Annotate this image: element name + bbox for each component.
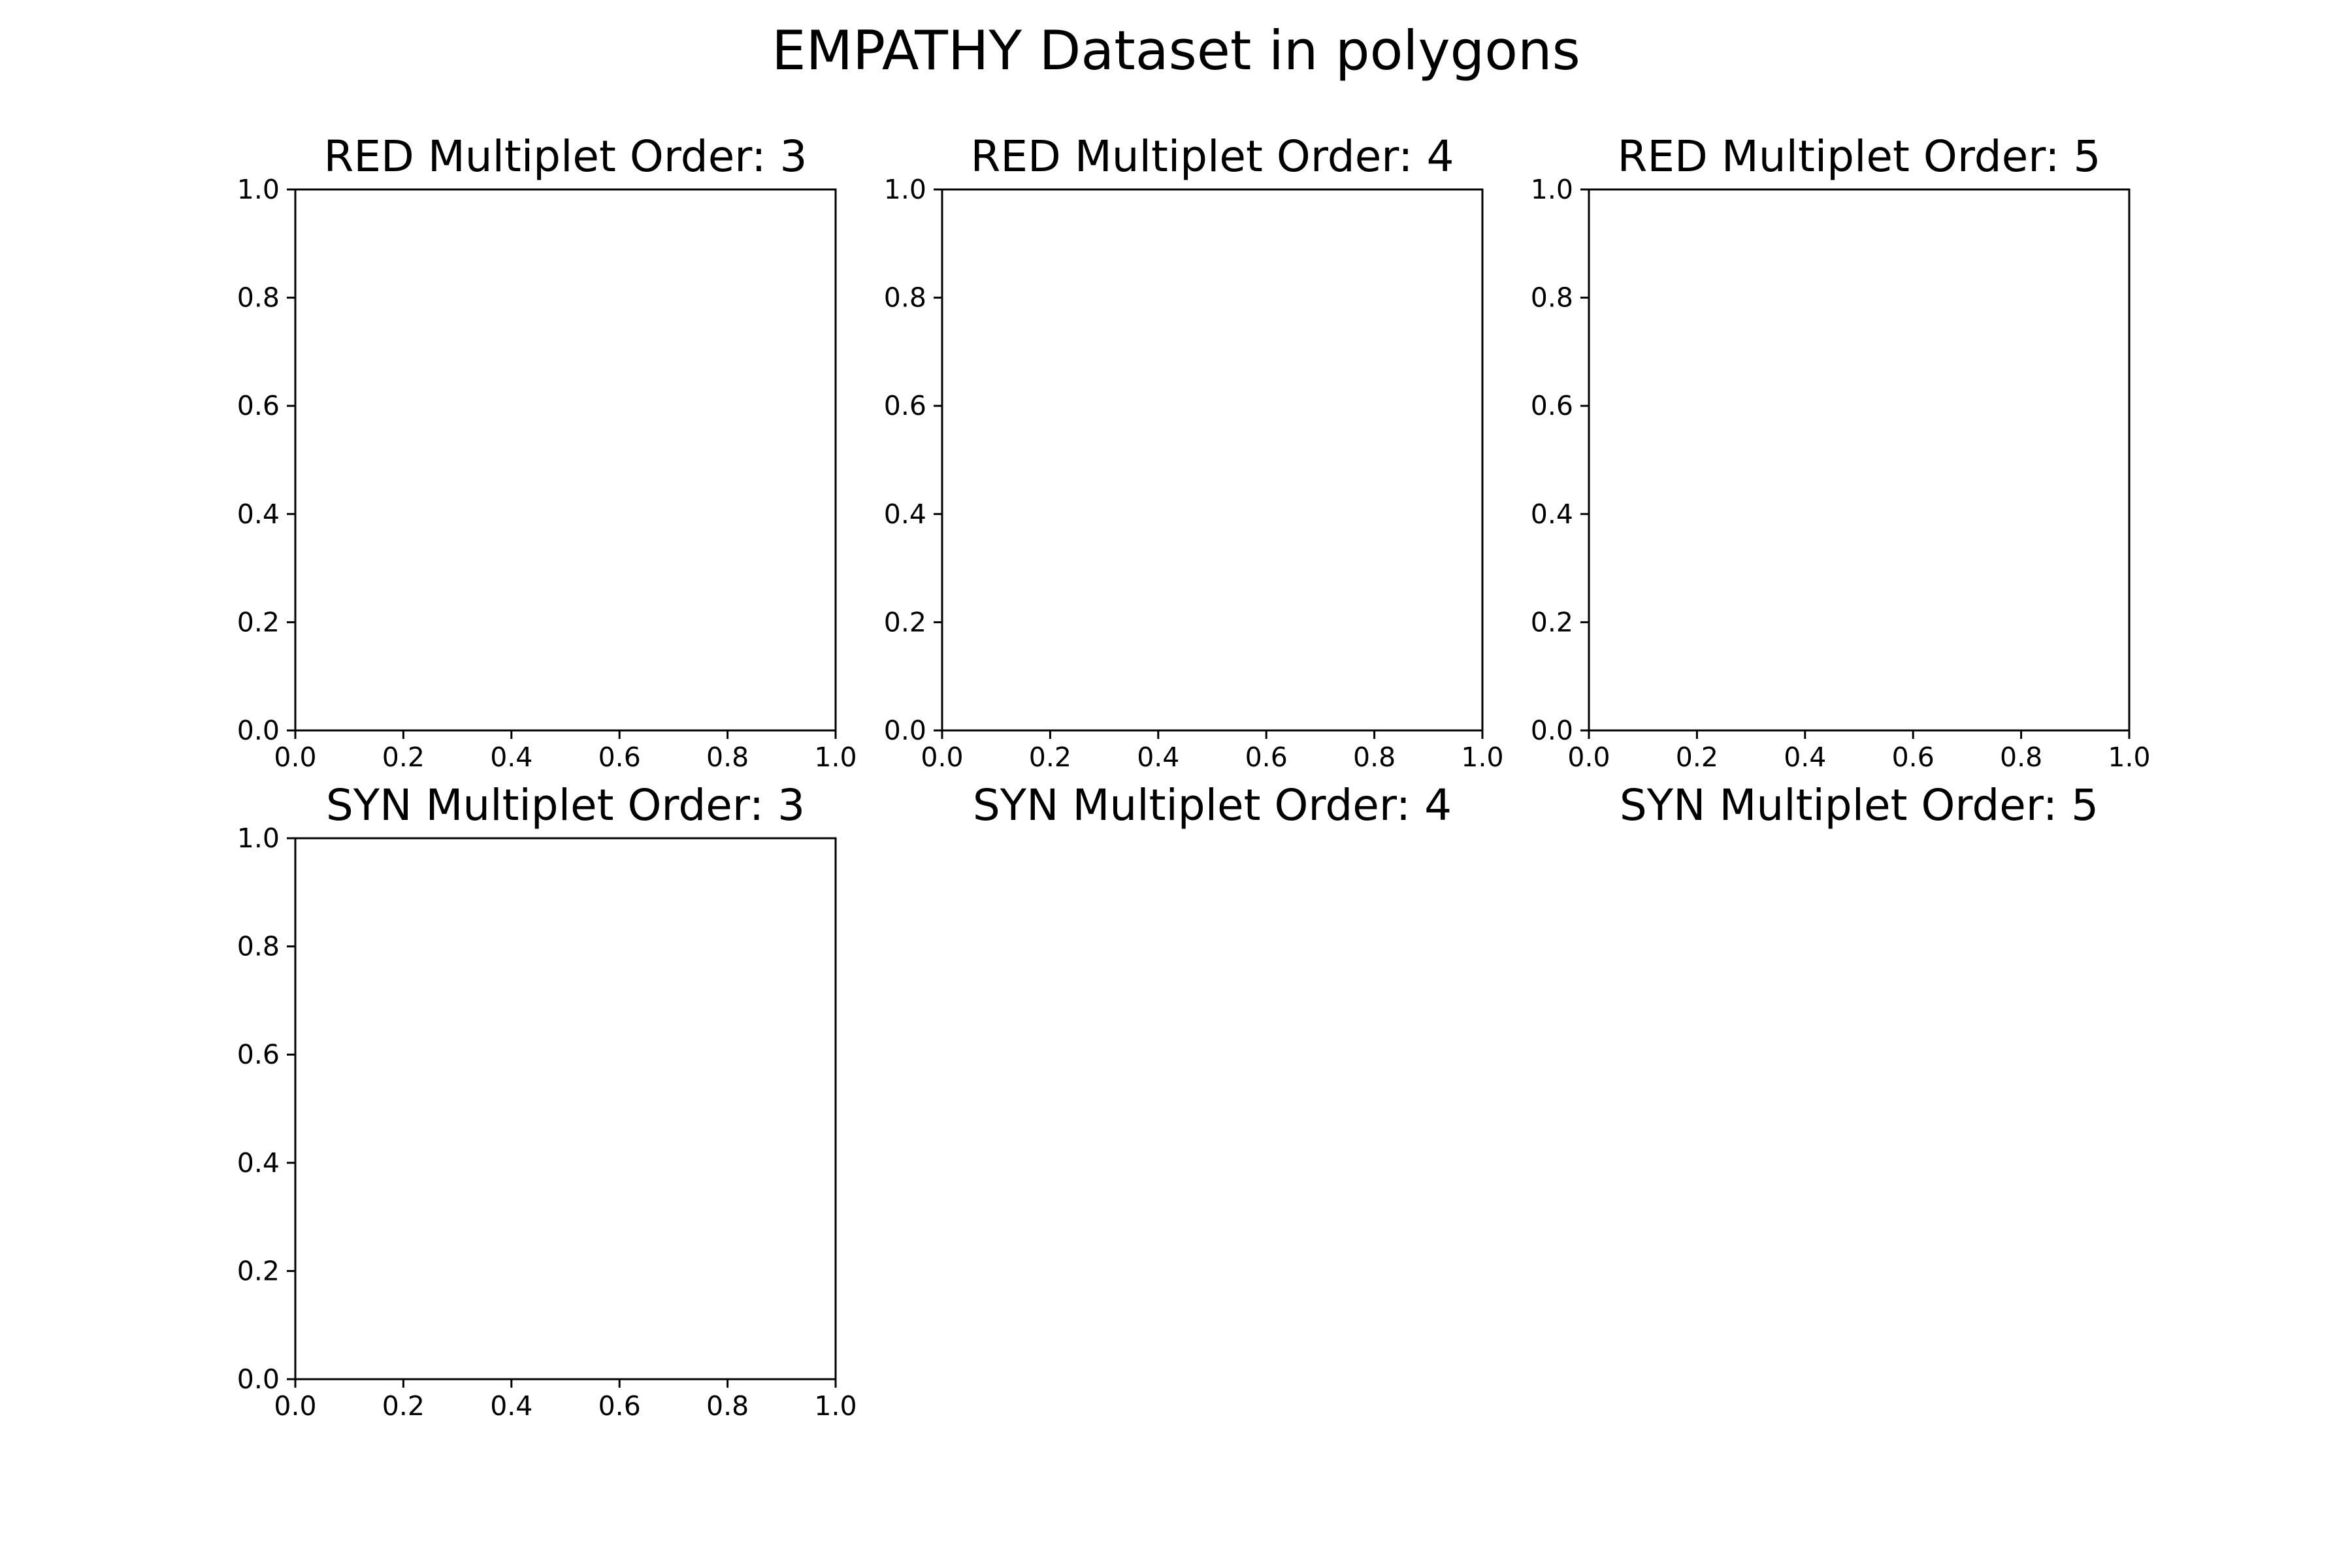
- subplot-title: SYN Multiplet Order: 4: [973, 780, 1452, 830]
- y-tick-label: 1.0: [237, 823, 280, 854]
- subplot-title: SYN Multiplet Order: 5: [1620, 780, 2099, 830]
- subplot-title: RED Multiplet Order: 3: [324, 131, 808, 182]
- subplot-title: RED Multiplet Order: 5: [1618, 131, 2101, 182]
- subplot-1: RED Multiplet Order: 3 0.0 0.2 0.4 0.6 0.8 1.0…: [237, 131, 857, 773]
- subplot-4: SYN Multiplet Order: 3 0.0 0.2 0.4 0.6 0.8 1.0…: [237, 780, 857, 1422]
- x-tick-label: 0.2: [1676, 742, 1718, 773]
- y-tick-label: 0.0: [884, 715, 926, 746]
- y-tick-label: 0.8: [1531, 282, 1573, 314]
- subplot-2: RED Multiplet Order: 4 0.0 0.2 0.4 0.6 0.8 1.0…: [884, 131, 1504, 773]
- y-tick-label: 0.4: [1531, 498, 1573, 530]
- x-tick-label: 0.2: [1029, 742, 1071, 773]
- x-tick-label: 0.8: [706, 1390, 749, 1422]
- x-tick-label: 0.2: [382, 742, 425, 773]
- x-tick-label: 0.6: [1245, 742, 1288, 773]
- y-tick-label: 0.0: [1531, 715, 1573, 746]
- y-tick-label: 0.2: [237, 1255, 280, 1286]
- y-tick-label: 0.0: [237, 715, 280, 746]
- y-tick-label: 0.8: [237, 931, 280, 962]
- x-tick-label: 0.0: [274, 1390, 316, 1422]
- y-tick-label: 1.0: [884, 174, 926, 205]
- y-tick-label: 0.4: [237, 498, 280, 530]
- x-tick-label: 0.0: [274, 742, 316, 773]
- y-tick-label: 0.4: [237, 1147, 280, 1179]
- x-tick-label: 0.4: [1784, 742, 1826, 773]
- y-tick-label: 0.6: [237, 390, 280, 421]
- y-tick-label: 0.8: [884, 282, 926, 314]
- subplot-title: SYN Multiplet Order: 3: [326, 780, 805, 830]
- figure-title: EMPATHY Dataset in polygons: [772, 19, 1580, 82]
- subplot-6: SYN Multiplet Order: 5: [1620, 780, 2099, 830]
- y-tick-label: 0.6: [1531, 390, 1573, 421]
- x-tick-label: 0.2: [382, 1390, 425, 1422]
- axes-frame: [1588, 188, 2131, 732]
- x-tick-label: 0.6: [598, 742, 641, 773]
- x-tick-label: 0.4: [490, 742, 532, 773]
- y-tick-label: 0.2: [1531, 606, 1573, 638]
- x-tick-label: 0.8: [2000, 742, 2042, 773]
- axes-frame: [294, 188, 837, 732]
- x-tick-label: 1.0: [814, 742, 857, 773]
- axes-frame: [941, 188, 1484, 732]
- y-tick-label: 0.8: [237, 282, 280, 314]
- x-tick-label: 0.6: [598, 1390, 641, 1422]
- x-tick-label: 0.6: [1892, 742, 1935, 773]
- subplot-grid: RED Multiplet Order: 3 0.0 0.2 0.4 0.6 0.8 1.0…: [237, 131, 2151, 1422]
- x-tick-label: 1.0: [1461, 742, 1503, 773]
- y-tick-label: 0.6: [237, 1039, 280, 1070]
- y-tick-label: 0.0: [237, 1364, 280, 1395]
- x-tick-label: 0.4: [1137, 742, 1179, 773]
- subplot-title: RED Multiplet Order: 4: [971, 131, 1454, 182]
- x-tick-label: 0.8: [706, 742, 749, 773]
- subplot-5: SYN Multiplet Order: 4: [973, 780, 1452, 830]
- subplot-3: RED Multiplet Order: 5 0.0 0.2 0.4 0.6 0.8 1.0…: [1531, 131, 2151, 773]
- y-tick-label: 0.2: [237, 606, 280, 638]
- y-tick-label: 1.0: [1531, 174, 1573, 205]
- y-tick-label: 0.4: [884, 498, 926, 530]
- x-tick-label: 0.4: [490, 1390, 532, 1422]
- y-tick-label: 0.6: [884, 390, 926, 421]
- x-tick-label: 1.0: [2108, 742, 2150, 773]
- x-tick-label: 0.0: [921, 742, 963, 773]
- y-tick-label: 1.0: [237, 174, 280, 205]
- axes-frame: [294, 837, 837, 1380]
- x-tick-label: 1.0: [814, 1390, 857, 1422]
- x-tick-label: 0.0: [1567, 742, 1610, 773]
- x-tick-label: 0.8: [1353, 742, 1396, 773]
- y-tick-label: 0.2: [884, 606, 926, 638]
